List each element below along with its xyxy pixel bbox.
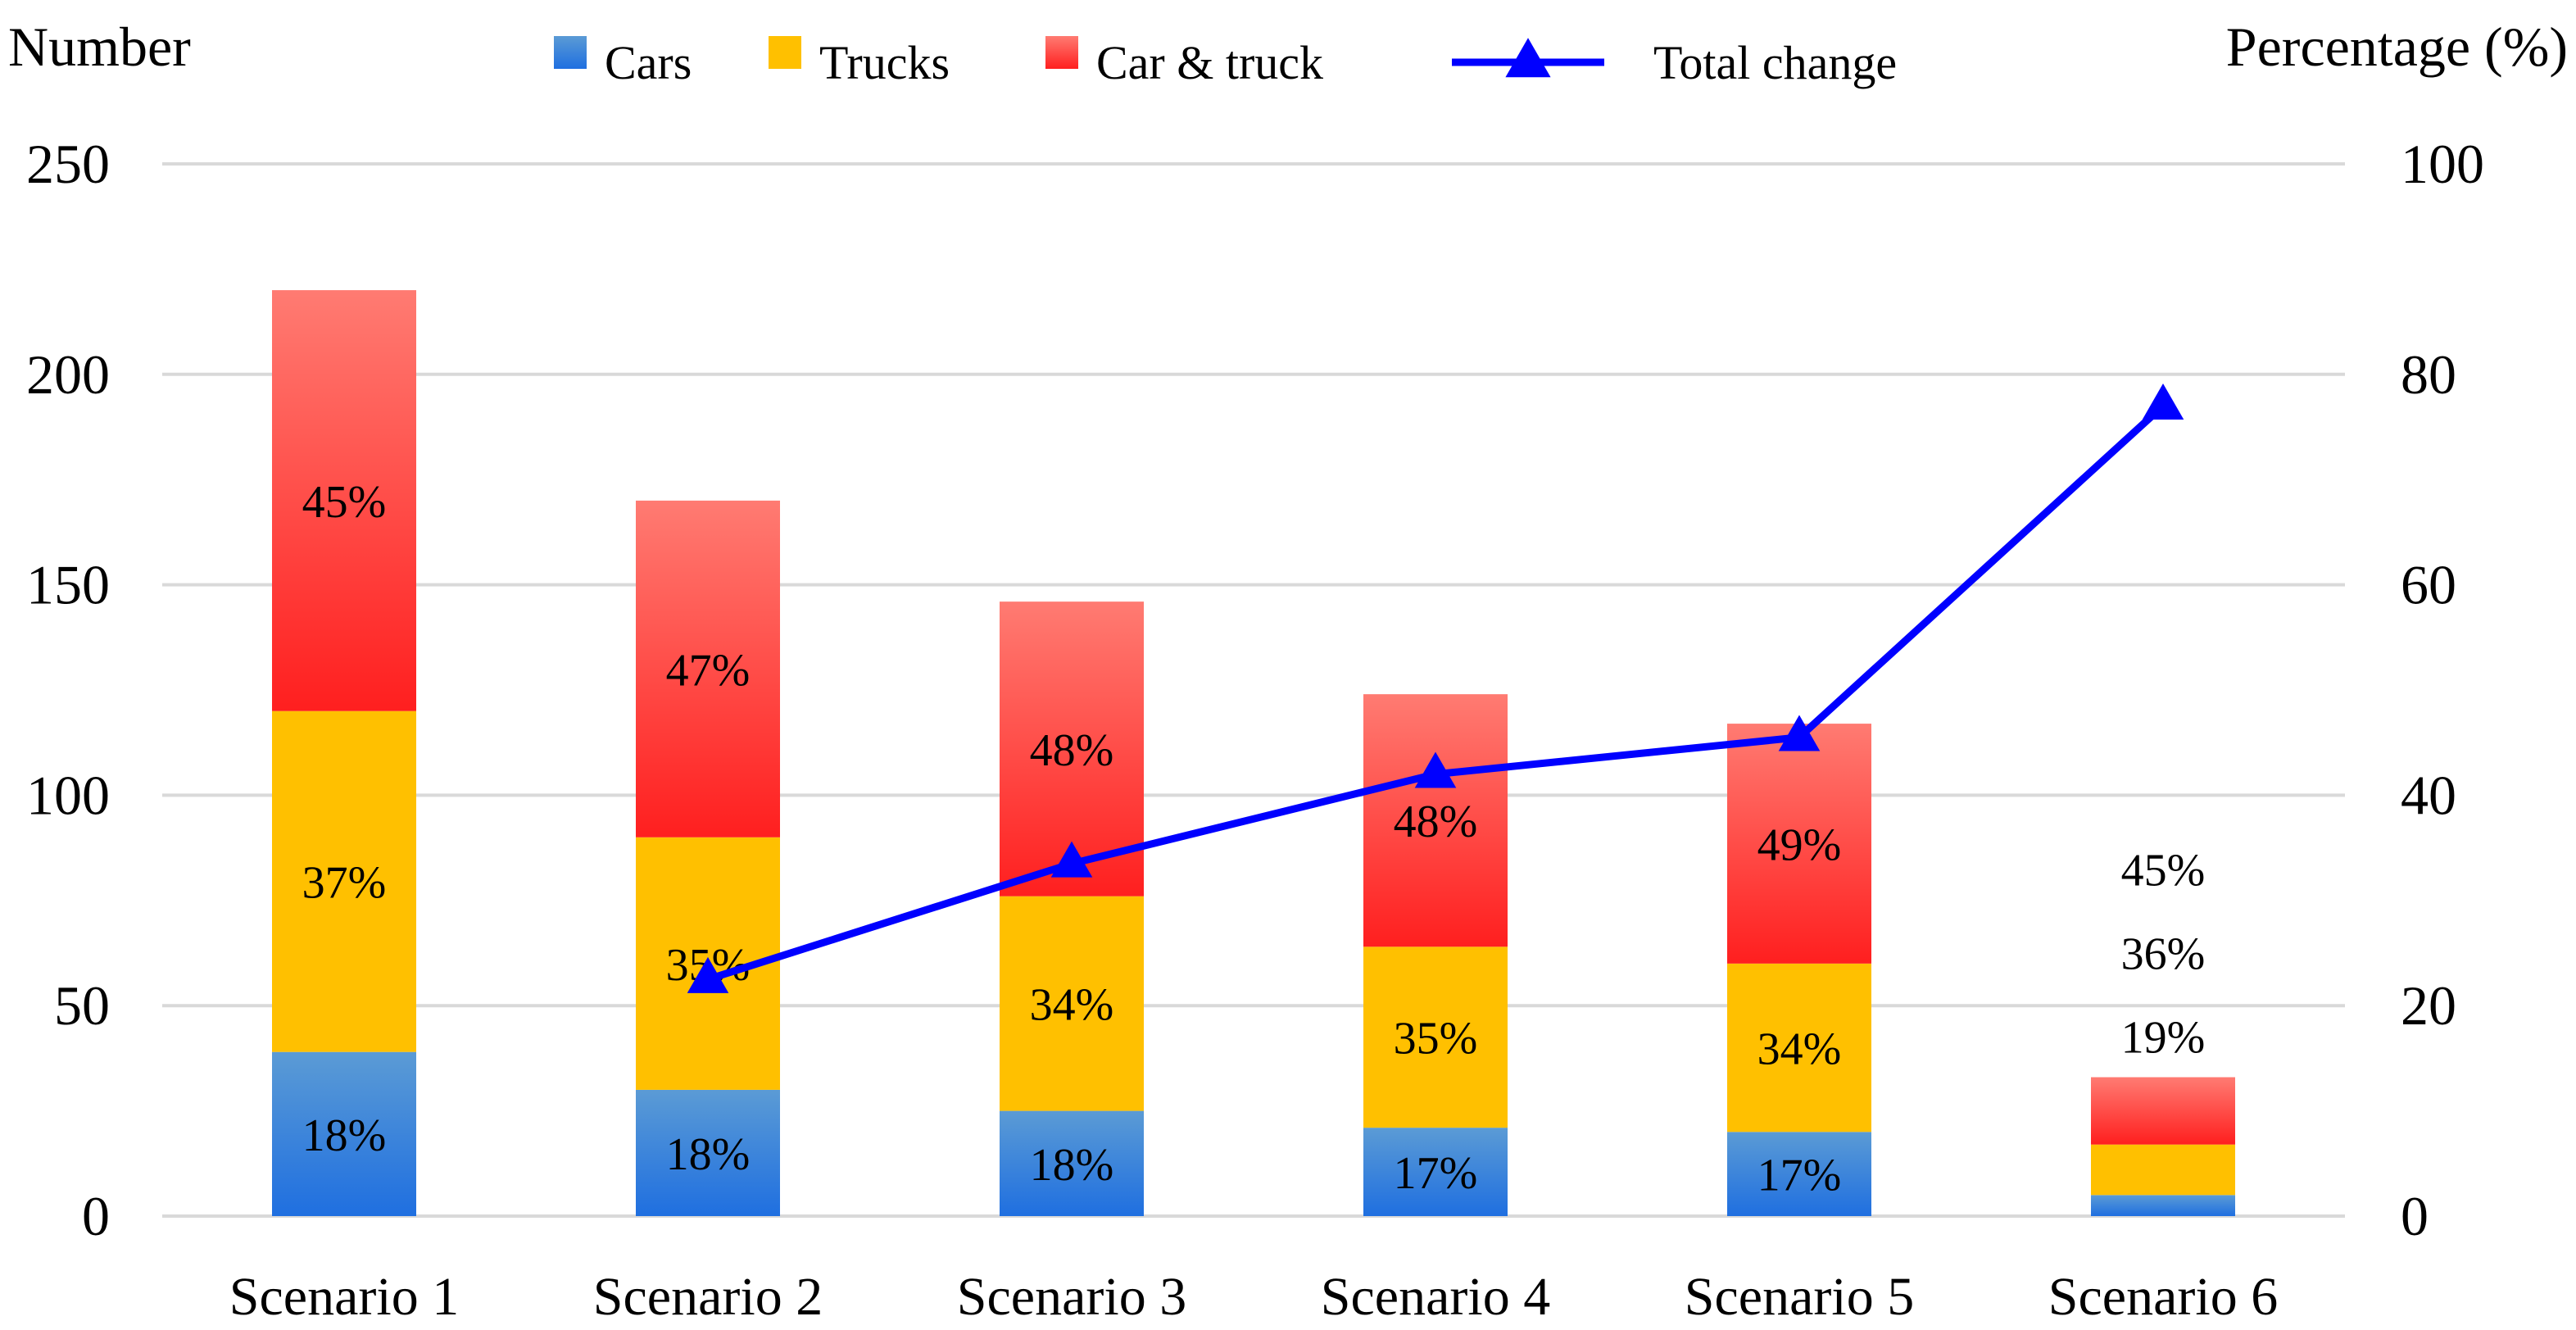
bar-car-and-truck-scenario-6 [2091, 1077, 2235, 1145]
left-tick-label-250: 250 [26, 133, 110, 195]
bar-car-and-truck-scenario-2 [636, 500, 780, 837]
bar-car-and-truck-scenario-1 [272, 290, 416, 711]
data-label-trucks-scenario-4: 35% [1394, 1014, 1478, 1064]
bar-cars-scenario-5 [1727, 1132, 1871, 1216]
left-tick-label-200: 200 [26, 343, 110, 406]
legend-swatch-trucks [769, 36, 801, 69]
data-label-trucks-scenario-1: 37% [302, 858, 387, 909]
bar-car-and-truck-scenario-5 [1727, 724, 1871, 964]
left-axis-title: Number [8, 16, 191, 78]
bar-trucks-scenario-6 [2091, 1144, 2235, 1196]
right-tick-label-80: 80 [2401, 343, 2456, 406]
total-change-line [687, 384, 2184, 993]
bar-cars-scenario-3 [1000, 1110, 1144, 1216]
data-label-cars-scenario-6: 19% [2121, 1013, 2206, 1064]
legend-item-car-and-truck: Car & truck [1045, 36, 1323, 89]
right-tick-label-0: 0 [2401, 1185, 2429, 1247]
left-tick-label-100: 100 [26, 764, 110, 826]
category-label-4: Scenario 4 [1321, 1267, 1550, 1327]
left-tick-label-0: 0 [82, 1185, 110, 1247]
data-label-car-and-truck-scenario-4: 48% [1394, 797, 1478, 847]
data-label-cars-scenario-2: 18% [666, 1129, 751, 1180]
bar-cars-scenario-4 [1363, 1128, 1508, 1216]
data-label-car-and-truck-scenario-1: 45% [302, 477, 387, 528]
data-label-cars-scenario-1: 18% [302, 1110, 387, 1161]
bar-trucks-scenario-1 [272, 710, 416, 1052]
legend-swatch-cars [554, 36, 587, 69]
axes: 0 50 100 150 200 250 0 20 40 60 80 100 Number Percent… [8, 16, 2568, 1327]
bar-cars-scenario-2 [636, 1089, 780, 1216]
left-tick-label-50: 50 [54, 974, 110, 1037]
category-label-5: Scenario 5 [1685, 1267, 1914, 1327]
total-change-marker-scenario-3 [1050, 841, 1093, 878]
legend-marker-total-change [1505, 38, 1551, 78]
bars: 18%18%18%17%17%19%37%35%34%35%34%36%45%4… [272, 290, 2235, 1216]
bar-trucks-scenario-3 [1000, 896, 1144, 1111]
gridlines [162, 162, 2345, 1218]
legend-swatch-car-and-truck [1045, 36, 1078, 69]
legend-label-car-and-truck: Car & truck [1096, 36, 1323, 89]
bar-cars-scenario-6 [2091, 1195, 2235, 1216]
bar-cars-scenario-1 [272, 1051, 416, 1216]
right-axis-title: Percentage (%) [2226, 16, 2568, 78]
category-label-2: Scenario 2 [593, 1267, 823, 1327]
data-label-car-and-truck-scenario-2: 47% [666, 645, 751, 696]
category-label-3: Scenario 3 [957, 1267, 1186, 1327]
total-change-marker-scenario-5 [1778, 715, 1821, 751]
category-label-6: Scenario 6 [2048, 1267, 2278, 1327]
right-tick-label-60: 60 [2401, 554, 2456, 616]
legend-label-trucks: Trucks [819, 36, 950, 89]
bar-trucks-scenario-4 [1363, 946, 1508, 1128]
data-label-trucks-scenario-3: 34% [1030, 980, 1114, 1031]
data-label-cars-scenario-4: 17% [1394, 1148, 1478, 1199]
total-change-marker-scenario-4 [1414, 751, 1457, 788]
data-label-cars-scenario-5: 17% [1757, 1151, 1842, 1201]
data-label-trucks-scenario-6: 36% [2121, 929, 2206, 980]
right-tick-label-100: 100 [2401, 133, 2484, 195]
legend-label-total-change: Total change [1653, 36, 1897, 89]
data-label-trucks-scenario-5: 34% [1757, 1024, 1842, 1075]
right-tick-label-40: 40 [2401, 764, 2456, 826]
total-change-marker-scenario-6 [2142, 384, 2184, 420]
legend-item-cars: Cars [554, 36, 692, 89]
right-tick-label-20: 20 [2401, 974, 2456, 1037]
data-label-car-and-truck-scenario-6: 45% [2121, 846, 2206, 897]
data-label-car-and-truck-scenario-5: 49% [1757, 819, 1842, 870]
legend-label-cars: Cars [605, 36, 692, 89]
legend-item-trucks: Trucks [769, 36, 950, 89]
data-label-car-and-truck-scenario-3: 48% [1030, 725, 1114, 776]
total-change-marker-scenario-2 [687, 956, 729, 993]
bar-car-and-truck-scenario-4 [1363, 694, 1508, 947]
category-label-1: Scenario 1 [229, 1267, 459, 1327]
bar-trucks-scenario-5 [1727, 963, 1871, 1133]
data-label-cars-scenario-3: 18% [1030, 1140, 1114, 1191]
legend: Cars Trucks Car & truck Total change [554, 36, 1897, 89]
legend-item-total-change: Total change [1452, 36, 1897, 89]
left-tick-label-150: 150 [26, 554, 110, 616]
